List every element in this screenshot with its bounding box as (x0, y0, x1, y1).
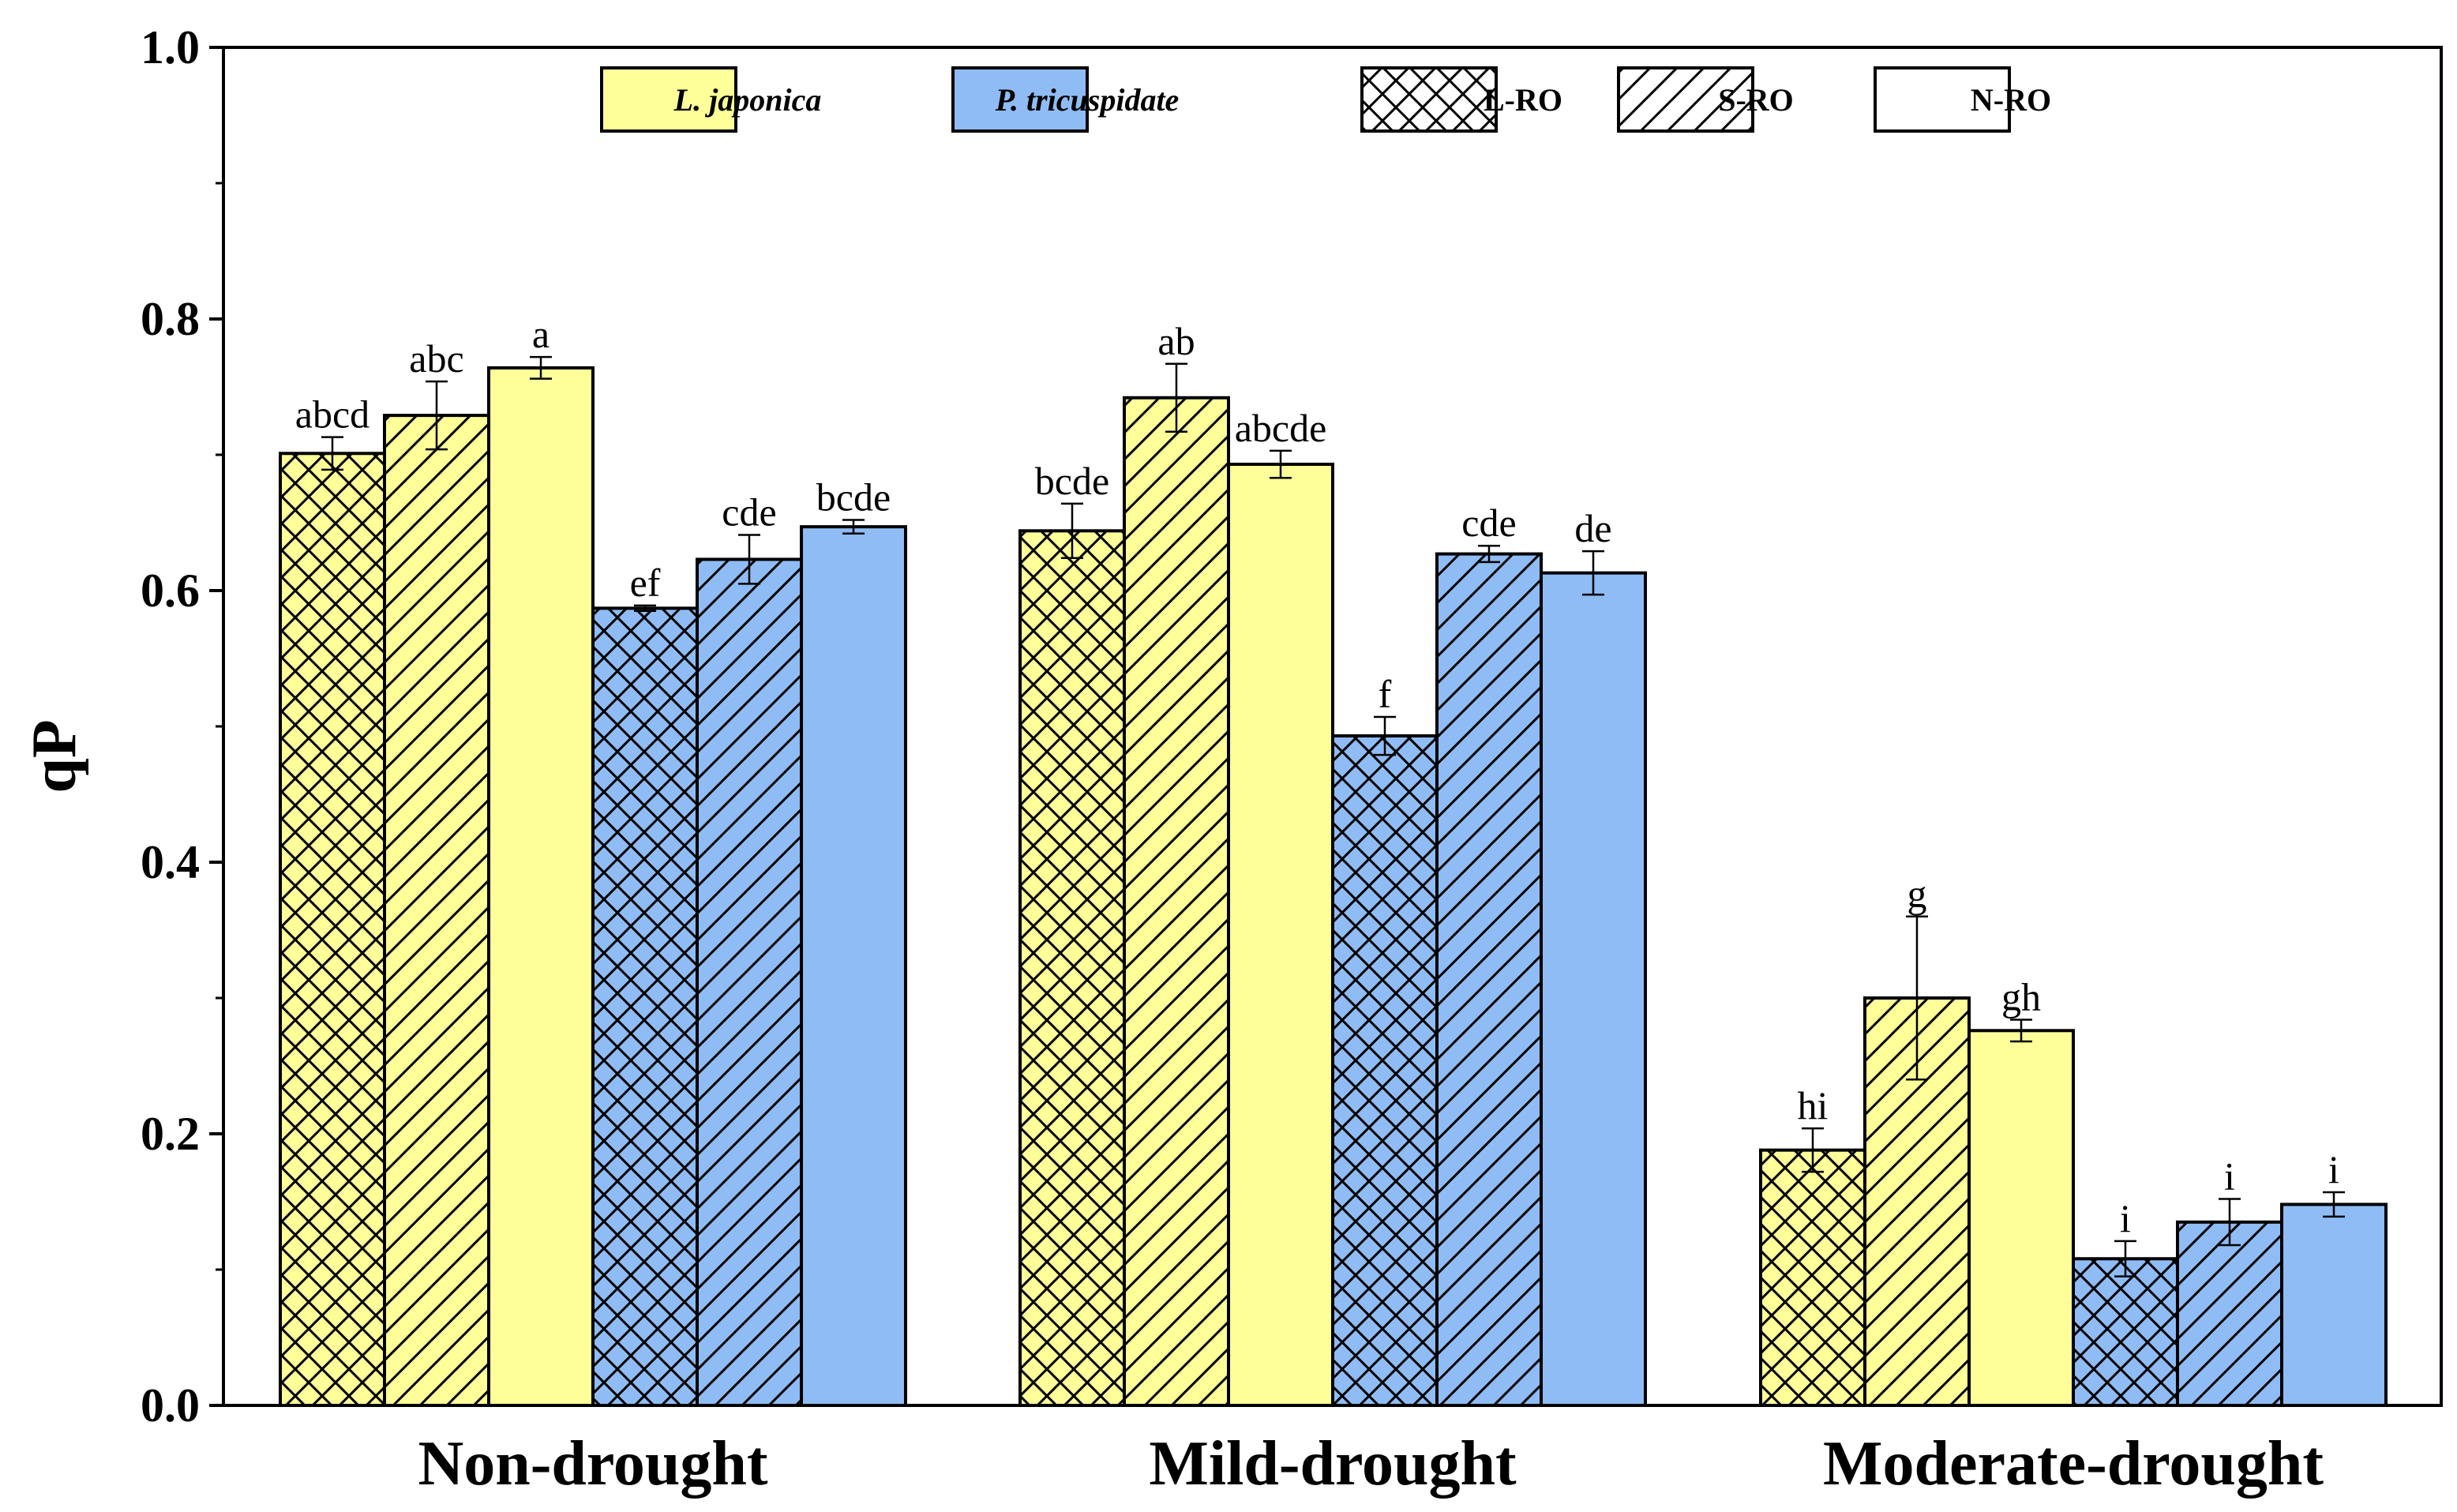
bar (1969, 1030, 2073, 1405)
axes: 0.0 0.2 0.4 0.6 0.8 1.0 Non-drought Mild-drough… (141, 21, 2443, 1499)
y-tick-label: 0.8 (141, 293, 200, 345)
significance-label: gh (2001, 975, 2041, 1019)
bar-hatch (2178, 1221, 2282, 1405)
significance-label: hi (1798, 1083, 1829, 1127)
significance-label: bcde (816, 475, 891, 520)
category-label: Mild-drought (1149, 1429, 1517, 1499)
significance-label: cde (722, 490, 776, 534)
y-tick-label: 1.0 (141, 21, 200, 73)
significance-label: i (2120, 1196, 2131, 1240)
bar-hatch (384, 415, 489, 1405)
significance-label: bcde (1035, 459, 1109, 503)
legend-swatch-outline (1360, 66, 1498, 133)
significance-label: de (1574, 506, 1611, 550)
legend-swatch (1875, 68, 2009, 131)
legend-label: P. tricuspidate (995, 82, 1180, 118)
legend-label: L-RO (1484, 82, 1562, 118)
legend-label: N-RO (1971, 82, 2051, 118)
significance-label: i (2328, 1147, 2339, 1191)
y-tick-label: 0.2 (141, 1108, 200, 1160)
legend: L. japonica P. tricuspidate L-RO S-RO N-RO (600, 66, 2051, 133)
significance-label: ef (630, 561, 661, 605)
significance-label: f (1379, 672, 1392, 716)
significance-label: cde (1461, 501, 1516, 545)
legend-swatch-outline (600, 66, 737, 133)
bar-hatch (697, 559, 801, 1406)
y-tick-label: 0.4 (141, 836, 200, 888)
category-label: Moderate-drought (1823, 1429, 2324, 1499)
bar (1541, 572, 1645, 1405)
bar-hatch (1124, 397, 1228, 1405)
bar-hatch (1761, 1150, 1865, 1405)
legend-swatch-hatch (1619, 68, 1753, 131)
legend-label: L. japonica (673, 82, 822, 118)
bar-hatch (280, 453, 384, 1405)
significance-label: ab (1157, 319, 1195, 363)
bar (1228, 464, 1333, 1405)
legend-swatch (602, 68, 736, 131)
bar-hatch (593, 608, 697, 1405)
legend-swatch-outline (951, 66, 1089, 133)
legend-swatch-outline (1617, 66, 1754, 133)
bar (489, 367, 593, 1405)
bar-hatch (1333, 736, 1437, 1405)
legend-label: S-RO (1718, 82, 1794, 118)
significance-label: i (2224, 1154, 2235, 1199)
significance-label: g (1907, 872, 1927, 916)
category-label: Non-drought (418, 1429, 767, 1499)
y-tick-label: 0.0 (141, 1379, 200, 1431)
legend-swatch-hatch (1362, 68, 1496, 131)
significance-label: abc (409, 336, 463, 381)
bar-hatch (1020, 531, 1124, 1405)
significance-label: a (532, 312, 550, 356)
significance-label: abcde (1235, 406, 1327, 450)
bar-hatch (1437, 553, 1541, 1405)
bar-hatch (2073, 1259, 2178, 1405)
bar (2282, 1204, 2386, 1405)
legend-swatch (953, 68, 1087, 131)
y-tick-label: 0.6 (141, 565, 200, 617)
bars (279, 355, 2388, 1408)
significance-label: abcd (295, 392, 369, 437)
bar (801, 527, 906, 1406)
legend-swatch-outline (1874, 66, 2011, 133)
y-axis-label: qP (20, 719, 89, 793)
